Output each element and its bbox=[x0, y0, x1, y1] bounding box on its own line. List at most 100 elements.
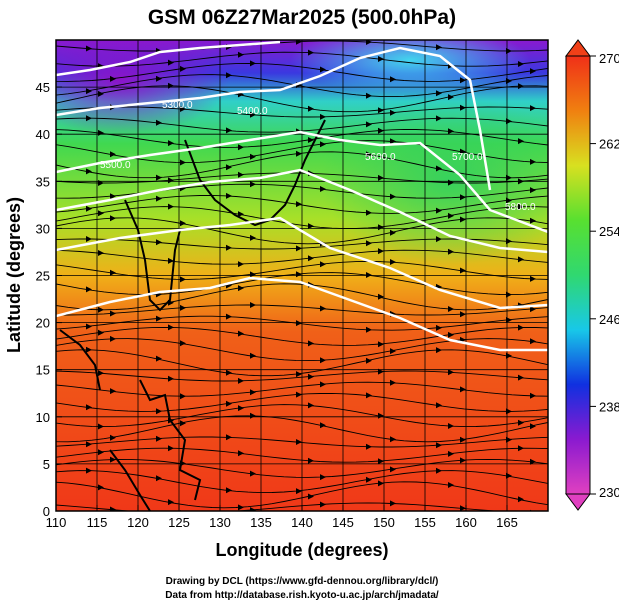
flow-arrow bbox=[378, 293, 384, 300]
flow-arrow bbox=[250, 389, 256, 396]
flow-arrow bbox=[320, 474, 326, 481]
flow-arrow bbox=[238, 171, 244, 178]
flow-arrow bbox=[506, 291, 512, 298]
x-tick-label: 130 bbox=[209, 515, 231, 530]
flow-arrow bbox=[250, 507, 256, 511]
flow-arrow bbox=[506, 197, 512, 204]
flow-arrow bbox=[168, 82, 174, 89]
flow-arrow bbox=[156, 355, 162, 362]
flow-arrow bbox=[250, 111, 256, 118]
height-contours: 5300.0 5400.0 5500.0 5600.0 5700.0 5800.0 bbox=[56, 40, 548, 352]
y-tick-label: 30 bbox=[36, 221, 50, 236]
flow-arrow bbox=[378, 412, 384, 419]
flow-arrow bbox=[86, 441, 92, 448]
flow-arrow bbox=[296, 371, 302, 378]
flow-arrow bbox=[180, 159, 186, 166]
x-tick-label: 145 bbox=[332, 515, 354, 530]
flow-arrow bbox=[518, 178, 524, 185]
x-tick-label: 120 bbox=[127, 515, 149, 530]
flow-arrow bbox=[320, 186, 326, 192]
y-tick-label: 0 bbox=[43, 504, 50, 519]
flow-arrow bbox=[518, 496, 524, 503]
flow-arrow bbox=[296, 150, 302, 157]
flow-arrow bbox=[226, 72, 232, 79]
flow-arrow bbox=[460, 216, 466, 223]
flow-arrow bbox=[250, 60, 256, 67]
flow-arrow bbox=[86, 115, 92, 122]
contour-line bbox=[56, 130, 548, 234]
flow-arrow bbox=[250, 470, 256, 477]
flow-arrow bbox=[296, 271, 302, 278]
flow-arrow bbox=[518, 374, 524, 381]
flow-arrow bbox=[460, 104, 466, 111]
streamline bbox=[56, 404, 548, 428]
flow-arrow bbox=[366, 209, 372, 216]
flow-arrow bbox=[110, 269, 116, 276]
flow-arrow bbox=[506, 48, 512, 54]
flow-arrow bbox=[366, 240, 372, 247]
colorbar-scale bbox=[565, 55, 591, 495]
flow-arrow bbox=[308, 340, 314, 347]
flow-arrow bbox=[448, 423, 454, 429]
flow-arrow bbox=[390, 109, 396, 116]
flow-arrow bbox=[250, 271, 256, 278]
x-axis-label: Longitude (degrees) bbox=[215, 540, 388, 560]
flow-arrow bbox=[110, 151, 116, 158]
flow-arrow bbox=[250, 234, 256, 241]
flow-arrow bbox=[238, 450, 244, 457]
flow-arrow bbox=[530, 275, 536, 282]
flow-arrow bbox=[110, 434, 116, 441]
chart-title: GSM 06Z27Mar2025 (500.0hPa) bbox=[148, 6, 456, 29]
flow-arrow bbox=[366, 272, 372, 278]
flow-arrow bbox=[238, 405, 244, 412]
flow-arrow bbox=[378, 341, 384, 348]
flow-arrow bbox=[378, 248, 384, 255]
y-tick-label: 40 bbox=[36, 127, 50, 142]
flow-arrow bbox=[436, 467, 442, 474]
flow-arrow bbox=[296, 488, 302, 495]
flow-arrow bbox=[296, 439, 302, 445]
streamline bbox=[56, 249, 548, 265]
x-axis-ticks: 110 115 120 125 130 135 140 145 150 155 160 165 bbox=[46, 505, 518, 530]
flow-arrow bbox=[390, 76, 396, 83]
flow-arrow bbox=[156, 475, 162, 482]
flow-arrow bbox=[110, 310, 116, 317]
cold-trough-anomaly bbox=[320, 95, 548, 265]
flow-arrow bbox=[180, 304, 186, 311]
y-tick-label: 35 bbox=[36, 174, 50, 189]
flow-arrow bbox=[366, 443, 372, 450]
flow-arrow bbox=[378, 368, 384, 375]
flow-arrow bbox=[168, 499, 174, 506]
flow-arrow bbox=[448, 331, 454, 338]
flow-arrow bbox=[296, 40, 302, 45]
flow-arrow bbox=[320, 261, 326, 268]
flow-arrow bbox=[250, 153, 256, 160]
flow-arrow bbox=[436, 324, 442, 331]
flow-arrow bbox=[448, 450, 454, 457]
flow-arrow bbox=[250, 302, 256, 308]
flow-arrow bbox=[226, 400, 232, 407]
flow-arrow bbox=[98, 306, 104, 313]
flow-arrow bbox=[530, 423, 536, 430]
flow-arrow bbox=[156, 315, 162, 322]
x-tick-label: 110 bbox=[46, 515, 67, 530]
flow-arrow bbox=[226, 369, 232, 376]
streamline bbox=[56, 40, 548, 52]
colorbar: 230 238 246 254 262 270 bbox=[565, 39, 619, 511]
flow-arrow bbox=[518, 138, 524, 145]
flow-arrow bbox=[530, 158, 536, 165]
flow-arrow bbox=[98, 423, 104, 430]
cyan-anomaly bbox=[290, 40, 530, 95]
flow-arrow bbox=[448, 248, 454, 255]
flow-arrow bbox=[530, 68, 536, 75]
flow-arrow bbox=[366, 40, 372, 45]
flow-arrow bbox=[180, 393, 186, 400]
grid-lines bbox=[56, 40, 548, 511]
colorbar-tick-label: 238 bbox=[599, 399, 619, 414]
flow-arrow bbox=[378, 174, 384, 181]
flow-arrow bbox=[110, 335, 116, 342]
flow-arrow bbox=[518, 419, 524, 426]
x-tick-label: 160 bbox=[455, 515, 477, 530]
flow-arrow bbox=[168, 140, 174, 147]
x-tick-label: 135 bbox=[250, 515, 272, 530]
